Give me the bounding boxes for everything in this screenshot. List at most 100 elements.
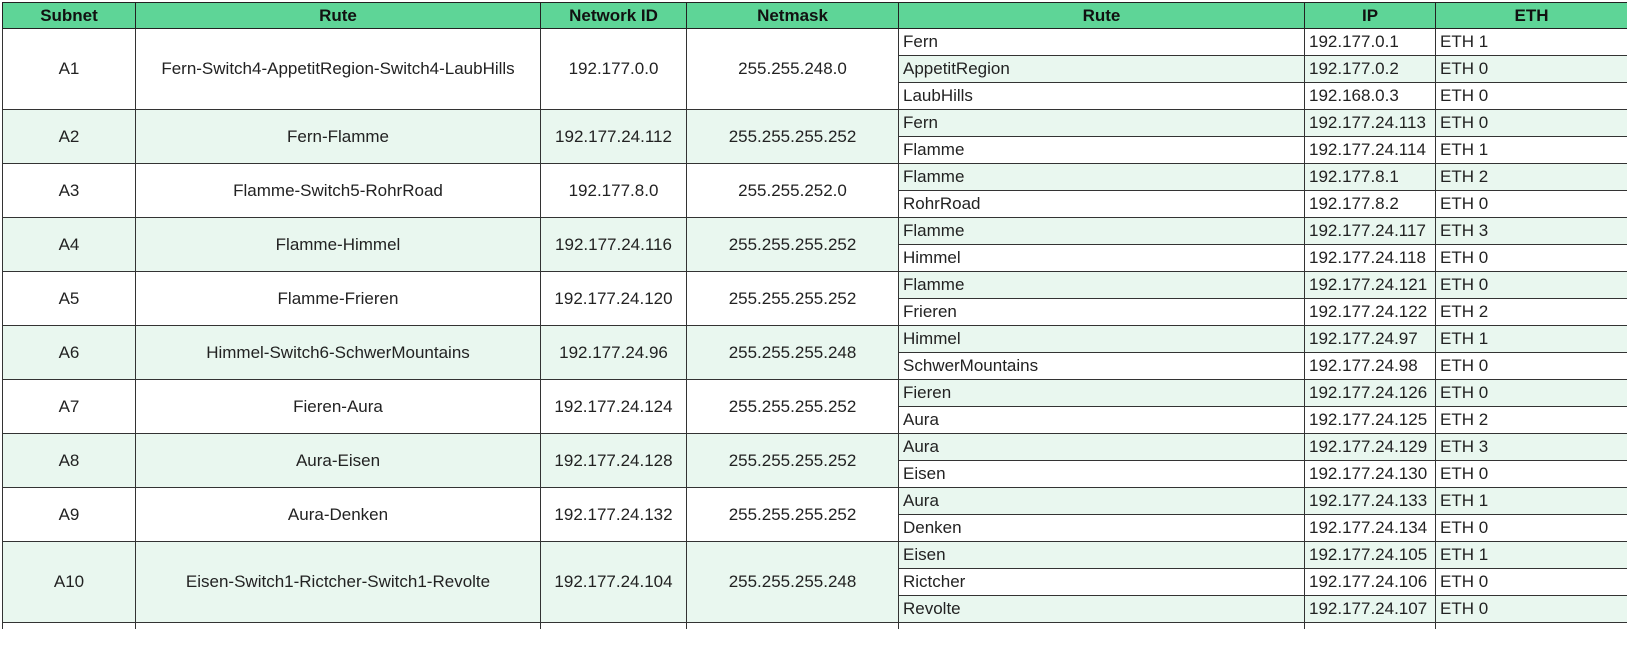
host-eth-cell[interactable]: ETH 0 — [1435, 55, 1627, 83]
host-ip-cell[interactable]: 192.177.8.2 — [1304, 190, 1436, 218]
host-ip-cell[interactable]: 192.177.24.125 — [1304, 406, 1436, 434]
network-id-cell[interactable]: 192.177.24.104 — [540, 541, 687, 623]
network-id-cell[interactable]: 192.177.24.124 — [540, 379, 687, 434]
host-eth-cell[interactable]: ETH 0 — [1435, 352, 1627, 380]
network-id-cell[interactable]: 192.177.24.132 — [540, 487, 687, 542]
route-cell[interactable]: Flamme-Frieren — [135, 271, 541, 326]
host-ip-cell[interactable]: 192.177.24.98 — [1304, 352, 1436, 380]
network-id-cell[interactable]: 192.177.8.0 — [540, 163, 687, 218]
host-name-cell[interactable]: Flamme — [898, 271, 1305, 299]
host-name-cell[interactable]: Eisen — [898, 541, 1305, 569]
host-ip-cell[interactable]: 192.177.24.129 — [1304, 433, 1436, 461]
host-ip-cell[interactable]: 192.177.24.126 — [1304, 379, 1436, 407]
network-id-cell[interactable]: 192.177.24.120 — [540, 271, 687, 326]
host-name-cell[interactable]: Aura — [898, 406, 1305, 434]
subnet-cell[interactable]: A6 — [2, 325, 136, 380]
host-eth-cell[interactable]: ETH 0 — [1435, 514, 1627, 542]
route-cell[interactable]: Aura-Denken — [135, 487, 541, 542]
host-name-cell[interactable]: Aura — [898, 433, 1305, 461]
host-eth-cell[interactable]: ETH 2 — [1435, 406, 1627, 434]
route-cell[interactable]: Himmel-Switch6-SchwerMountains — [135, 325, 541, 380]
host-ip-cell[interactable]: 192.177.24.121 — [1304, 271, 1436, 299]
host-name-cell[interactable]: Aura — [898, 487, 1305, 515]
host-eth-cell[interactable]: ETH 1 — [1435, 325, 1627, 353]
host-name-cell[interactable]: Eisen — [898, 460, 1305, 488]
host-name-cell[interactable]: LaubHills — [898, 82, 1305, 110]
header-subnet[interactable]: Subnet — [2, 2, 136, 29]
header-ip[interactable]: IP — [1304, 2, 1436, 29]
host-name-cell[interactable]: Rictcher — [898, 568, 1305, 596]
host-ip-cell[interactable]: 192.177.0.2 — [1304, 55, 1436, 83]
route-cell[interactable]: Fern-Switch4-AppetitRegion-Switch4-LaubH… — [135, 28, 541, 110]
network-id-cell[interactable]: 192.177.0.0 — [540, 28, 687, 110]
host-eth-cell[interactable]: ETH 2 — [1435, 163, 1627, 191]
host-ip-cell[interactable]: 192.168.0.3 — [1304, 82, 1436, 110]
route-cell[interactable]: Eisen-Switch1-Rictcher-Switch1-Revolte — [135, 541, 541, 623]
host-name-cell[interactable]: Fieren — [898, 379, 1305, 407]
host-ip-cell[interactable]: 192.177.24.106 — [1304, 568, 1436, 596]
subnet-cell[interactable]: A1 — [2, 28, 136, 110]
host-name-cell[interactable]: AppetitRegion — [898, 55, 1305, 83]
host-name-cell[interactable]: Fern — [898, 109, 1305, 137]
route-cell[interactable]: Fern-Flamme — [135, 109, 541, 164]
host-eth-cell[interactable]: ETH 0 — [1435, 271, 1627, 299]
netmask-cell[interactable]: 255.255.255.252 — [686, 379, 899, 434]
host-ip-cell[interactable]: 192.177.0.1 — [1304, 28, 1436, 56]
netmask-cell[interactable]: 255.255.255.252 — [686, 217, 899, 272]
host-name-cell[interactable]: Flamme — [898, 217, 1305, 245]
network-id-cell[interactable]: 192.177.24.96 — [540, 325, 687, 380]
network-id-cell[interactable]: 192.177.24.116 — [540, 217, 687, 272]
subnet-cell[interactable]: A10 — [2, 541, 136, 623]
empty-cell[interactable] — [1304, 622, 1436, 629]
route-cell[interactable]: Fieren-Aura — [135, 379, 541, 434]
empty-cell[interactable] — [1435, 622, 1627, 629]
header-network-id[interactable]: Network ID — [540, 2, 687, 29]
host-name-cell[interactable]: RohrRoad — [898, 190, 1305, 218]
host-ip-cell[interactable]: 192.177.24.118 — [1304, 244, 1436, 272]
host-eth-cell[interactable]: ETH 1 — [1435, 136, 1627, 164]
route-cell[interactable]: Flamme-Switch5-RohrRoad — [135, 163, 541, 218]
empty-cell[interactable] — [686, 622, 899, 629]
host-eth-cell[interactable]: ETH 0 — [1435, 82, 1627, 110]
host-eth-cell[interactable]: ETH 0 — [1435, 460, 1627, 488]
host-name-cell[interactable]: Frieren — [898, 298, 1305, 326]
host-name-cell[interactable]: SchwerMountains — [898, 352, 1305, 380]
empty-cell[interactable] — [135, 622, 541, 629]
host-name-cell[interactable]: Revolte — [898, 595, 1305, 623]
host-ip-cell[interactable]: 192.177.24.107 — [1304, 595, 1436, 623]
host-eth-cell[interactable]: ETH 1 — [1435, 487, 1627, 515]
network-id-cell[interactable]: 192.177.24.128 — [540, 433, 687, 488]
host-eth-cell[interactable]: ETH 3 — [1435, 217, 1627, 245]
host-ip-cell[interactable]: 192.177.24.113 — [1304, 109, 1436, 137]
host-ip-cell[interactable]: 192.177.8.1 — [1304, 163, 1436, 191]
route-cell[interactable]: Flamme-Himmel — [135, 217, 541, 272]
host-eth-cell[interactable]: ETH 2 — [1435, 298, 1627, 326]
host-name-cell[interactable]: Himmel — [898, 244, 1305, 272]
host-eth-cell[interactable]: ETH 1 — [1435, 28, 1627, 56]
subnet-cell[interactable]: A3 — [2, 163, 136, 218]
host-ip-cell[interactable]: 192.177.24.130 — [1304, 460, 1436, 488]
subnet-cell[interactable]: A7 — [2, 379, 136, 434]
host-eth-cell[interactable]: ETH 0 — [1435, 595, 1627, 623]
host-eth-cell[interactable]: ETH 0 — [1435, 379, 1627, 407]
network-id-cell[interactable]: 192.177.24.112 — [540, 109, 687, 164]
header-rute[interactable]: Rute — [135, 2, 541, 29]
subnet-cell[interactable]: A2 — [2, 109, 136, 164]
subnet-cell[interactable]: A9 — [2, 487, 136, 542]
header-eth[interactable]: ETH — [1435, 2, 1627, 29]
netmask-cell[interactable]: 255.255.255.252 — [686, 109, 899, 164]
host-eth-cell[interactable]: ETH 1 — [1435, 541, 1627, 569]
header-netmask[interactable]: Netmask — [686, 2, 899, 29]
host-ip-cell[interactable]: 192.177.24.134 — [1304, 514, 1436, 542]
host-eth-cell[interactable]: ETH 0 — [1435, 190, 1627, 218]
host-name-cell[interactable]: Flamme — [898, 163, 1305, 191]
host-ip-cell[interactable]: 192.177.24.114 — [1304, 136, 1436, 164]
host-ip-cell[interactable]: 192.177.24.133 — [1304, 487, 1436, 515]
netmask-cell[interactable]: 255.255.255.248 — [686, 325, 899, 380]
host-name-cell[interactable]: Flamme — [898, 136, 1305, 164]
header-host-rute[interactable]: Rute — [898, 2, 1305, 29]
host-ip-cell[interactable]: 192.177.24.117 — [1304, 217, 1436, 245]
host-eth-cell[interactable]: ETH 0 — [1435, 109, 1627, 137]
host-name-cell[interactable]: Himmel — [898, 325, 1305, 353]
host-eth-cell[interactable]: ETH 3 — [1435, 433, 1627, 461]
